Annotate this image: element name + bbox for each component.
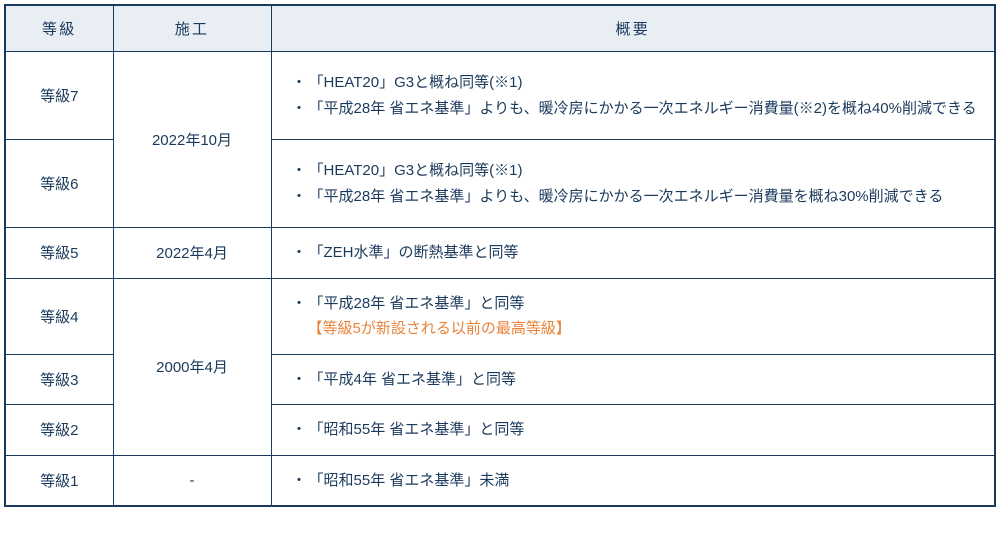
- insulation-grade-table: 等級 施工 概要 等級7 2022年10月 ・ 「HEAT20」G3と概ね同等(…: [4, 4, 996, 507]
- bullet-item: ・ 「平成4年 省エネ基準」と同等: [292, 367, 985, 393]
- bullet-marker: ・: [292, 70, 307, 96]
- bullet-item: ・ 「HEAT20」G3と概ね同等(※1): [292, 70, 985, 96]
- bullet-item: ・ 「平成28年 省エネ基準」と同等: [292, 291, 985, 317]
- bullet-text: 「平成28年 省エネ基準」よりも、暖冷房にかかる一次エネルギー消費量(※2)を概…: [309, 96, 984, 122]
- date-dash-cell: -: [113, 455, 271, 506]
- bullet-item: ・ 「平成28年 省エネ基準」よりも、暖冷房にかかる一次エネルギー消費量を概ね3…: [292, 184, 985, 210]
- date-2000-04-cell: 2000年4月: [113, 278, 271, 455]
- grade-7-cell: 等級7: [5, 52, 113, 140]
- bullet-text: 「平成28年 省エネ基準」よりも、暖冷房にかかる一次エネルギー消費量を概ね30%…: [309, 184, 984, 210]
- grade-4-summary: ・ 「平成28年 省エネ基準」と同等 【等級5が新設される以前の最高等級】: [271, 278, 995, 354]
- grade-1-cell: 等級1: [5, 455, 113, 506]
- table-row: 等級7 2022年10月 ・ 「HEAT20」G3と概ね同等(※1) ・ 「平成…: [5, 52, 995, 140]
- grade-3-summary: ・ 「平成4年 省エネ基準」と同等: [271, 354, 995, 405]
- bullet-item: ・ 「ZEH水準」の断熱基準と同等: [292, 240, 985, 266]
- grade-2-summary: ・ 「昭和55年 省エネ基準」と同等: [271, 405, 995, 456]
- bullet-marker: ・: [292, 468, 307, 494]
- bullet-marker: ・: [292, 158, 307, 184]
- header-construction: 施工: [113, 5, 271, 52]
- bullet-item: ・ 「昭和55年 省エネ基準」未満: [292, 468, 985, 494]
- header-summary: 概要: [271, 5, 995, 52]
- bullet-text: 「昭和55年 省エネ基準」と同等: [309, 417, 984, 443]
- bullet-item: ・ 「昭和55年 省エネ基準」と同等: [292, 417, 985, 443]
- grade-1-summary: ・ 「昭和55年 省エネ基準」未満: [271, 455, 995, 506]
- date-2022-04-cell: 2022年4月: [113, 228, 271, 279]
- bullet-marker: ・: [292, 367, 307, 393]
- bullet-item: ・ 「HEAT20」G3と概ね同等(※1): [292, 158, 985, 184]
- bullet-marker: ・: [292, 240, 307, 266]
- bullet-marker: ・: [292, 96, 307, 122]
- grade-4-note: 【等級5が新設される以前の最高等級】: [308, 316, 985, 342]
- grade-2-cell: 等級2: [5, 405, 113, 456]
- bullet-text: 「HEAT20」G3と概ね同等(※1): [309, 158, 984, 184]
- date-2022-10-cell: 2022年10月: [113, 52, 271, 228]
- bullet-text: 「ZEH水準」の断熱基準と同等: [309, 240, 984, 266]
- grade-5-cell: 等級5: [5, 228, 113, 279]
- bullet-marker: ・: [292, 291, 307, 317]
- bullet-text: 「平成28年 省エネ基準」と同等: [309, 291, 984, 317]
- header-grade: 等級: [5, 5, 113, 52]
- table-row: 等級5 2022年4月 ・ 「ZEH水準」の断熱基準と同等: [5, 228, 995, 279]
- grade-7-summary: ・ 「HEAT20」G3と概ね同等(※1) ・ 「平成28年 省エネ基準」よりも…: [271, 52, 995, 140]
- grade-5-summary: ・ 「ZEH水準」の断熱基準と同等: [271, 228, 995, 279]
- table-row: 等級4 2000年4月 ・ 「平成28年 省エネ基準」と同等 【等級5が新設され…: [5, 278, 995, 354]
- grade-6-summary: ・ 「HEAT20」G3と概ね同等(※1) ・ 「平成28年 省エネ基準」よりも…: [271, 140, 995, 228]
- table-row: 等級1 - ・ 「昭和55年 省エネ基準」未満: [5, 455, 995, 506]
- bullet-text: 「平成4年 省エネ基準」と同等: [309, 367, 984, 393]
- bullet-text: 「HEAT20」G3と概ね同等(※1): [309, 70, 984, 96]
- bullet-marker: ・: [292, 184, 307, 210]
- bullet-item: ・ 「平成28年 省エネ基準」よりも、暖冷房にかかる一次エネルギー消費量(※2)…: [292, 96, 985, 122]
- bullet-marker: ・: [292, 417, 307, 443]
- grade-6-cell: 等級6: [5, 140, 113, 228]
- grade-4-cell: 等級4: [5, 278, 113, 354]
- grade-3-cell: 等級3: [5, 354, 113, 405]
- bullet-text: 「昭和55年 省エネ基準」未満: [309, 468, 984, 494]
- table-header-row: 等級 施工 概要: [5, 5, 995, 52]
